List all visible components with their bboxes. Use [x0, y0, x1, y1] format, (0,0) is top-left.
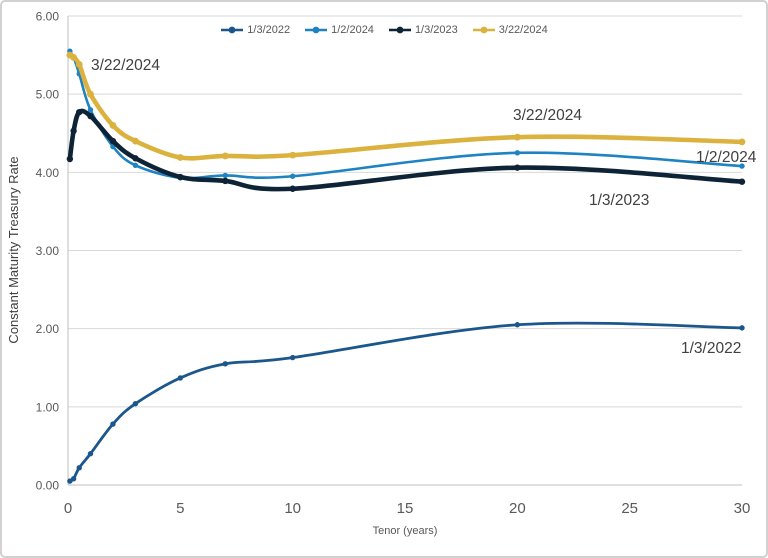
data-point-marker: [739, 163, 745, 169]
series-line: [67, 52, 745, 161]
data-point-marker: [87, 451, 94, 457]
x-tick-label: 5: [176, 500, 184, 517]
x-tick-label: 0: [64, 500, 72, 517]
series-annotation: 1/3/2022: [681, 340, 741, 357]
series-layer: [66, 48, 746, 484]
data-point-marker: [289, 185, 296, 192]
data-point-marker: [109, 137, 117, 145]
data-point-marker: [177, 375, 184, 381]
x-tick-label: 15: [397, 500, 414, 517]
legend-item-1-2-2024[interactable]: 1/2/2024: [304, 23, 374, 37]
data-point-marker: [289, 173, 296, 179]
legend-dot: [396, 26, 404, 34]
data-point-marker: [132, 401, 139, 407]
gridlines: [67, 15, 742, 486]
legend: 1/3/2022 1/2/2024 1/3/2023 3/22/2024: [2, 23, 766, 37]
legend-item-1-3-2022[interactable]: 1/3/2022: [220, 23, 290, 37]
data-point-marker: [177, 173, 184, 181]
data-point-marker: [514, 164, 521, 171]
x-axis-title: Tenor (years): [373, 525, 438, 537]
y-tick-label: 3.00: [36, 244, 60, 258]
legend-item-3-22-2024[interactable]: 3/22/2024: [472, 23, 548, 37]
series-annotation: 3/22/2024: [513, 107, 582, 124]
data-point-marker: [70, 476, 77, 482]
data-point-marker: [514, 322, 521, 328]
data-point-marker: [75, 61, 83, 68]
data-point-marker: [222, 172, 228, 179]
legend-marker-icon: [472, 26, 495, 34]
y-tick-label: 5.00: [36, 88, 60, 102]
data-point-marker: [132, 137, 139, 145]
data-point-marker: [738, 178, 746, 185]
y-tick-label: 6.00: [36, 10, 60, 24]
annotations-layer: 3/22/2024 3/22/2024 1/2/2024 1/3/2023 1/3/20…: [91, 57, 757, 357]
data-point-marker: [87, 112, 94, 120]
data-point-marker: [221, 152, 229, 160]
data-point-marker: [70, 54, 78, 61]
series-1-2-2024[interactable]: [67, 48, 745, 181]
data-point-marker: [70, 127, 77, 135]
series-3-22-2024[interactable]: [66, 51, 746, 161]
legend-label: 1/3/2022: [247, 24, 291, 36]
data-point-marker: [176, 154, 184, 161]
series-annotation: 1/3/2023: [589, 192, 649, 209]
data-point-marker: [110, 421, 116, 427]
legend-label: 1/2/2024: [331, 24, 374, 36]
data-point-marker: [739, 325, 745, 331]
x-tick-label: 30: [734, 500, 751, 517]
data-point-marker: [76, 108, 83, 116]
series-annotation: 3/22/2024: [91, 57, 160, 74]
legend-marker-icon: [221, 26, 244, 34]
legend-item-1-3-2023[interactable]: 1/3/2023: [388, 23, 458, 37]
data-point-marker: [289, 354, 296, 361]
x-tick-label: 25: [621, 500, 638, 517]
data-point-marker: [76, 465, 82, 471]
data-point-marker: [738, 138, 746, 146]
x-tick-label: 20: [509, 500, 526, 517]
data-point-marker: [222, 361, 228, 367]
data-point-marker: [513, 133, 521, 141]
y-tick-label: 2.00: [36, 322, 60, 336]
data-point-marker: [289, 151, 297, 159]
data-point-marker: [87, 90, 94, 98]
x-tick-labels: 0 5 10 15 20 25 30: [64, 500, 751, 517]
x-tick-label: 10: [284, 500, 301, 517]
legend-dot: [480, 26, 488, 34]
legend-dot: [228, 26, 236, 34]
data-point-marker: [222, 177, 229, 185]
data-point-marker: [109, 122, 117, 129]
y-tick-labels: 0.00 1.00 2.00 3.00 4.00 5.00 6.00: [36, 10, 60, 493]
legend-label: 1/3/2023: [414, 24, 458, 36]
legend-dot: [312, 26, 320, 34]
legend-marker-icon: [305, 26, 328, 34]
series-annotation: 1/2/2024: [696, 149, 757, 166]
data-point-marker: [514, 150, 521, 156]
data-point-marker: [132, 155, 139, 162]
y-tick-label: 4.00: [36, 166, 60, 180]
data-point-marker: [66, 155, 74, 163]
series-1-3-2023[interactable]: [66, 108, 746, 192]
series-line: [68, 49, 744, 180]
series-1-3-2022[interactable]: [67, 321, 745, 484]
y-tick-label: 0.00: [36, 479, 60, 493]
data-point-marker: [87, 107, 94, 113]
data-point-marker: [132, 162, 139, 168]
series-line: [68, 321, 744, 483]
legend-label: 3/22/2024: [498, 24, 548, 36]
y-tick-label: 1.00: [36, 400, 60, 414]
legend-marker-icon: [388, 26, 411, 34]
y-axis-title: Constant Maturity Treasury Rate: [6, 156, 21, 343]
